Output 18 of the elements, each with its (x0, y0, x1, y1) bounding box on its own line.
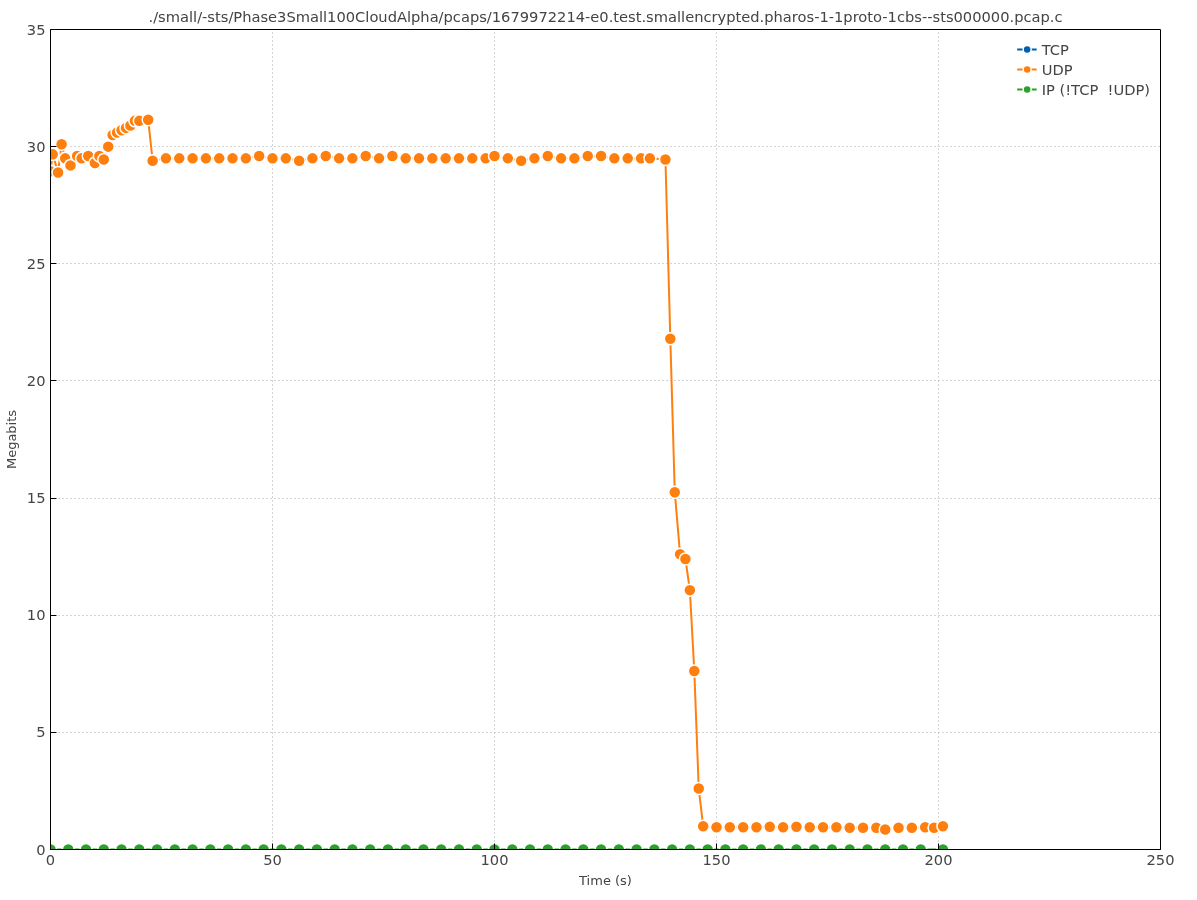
x-tick-label: 150 (702, 850, 731, 868)
y-tick-label: 25 (26, 254, 46, 272)
y-tick-label: 5 (36, 723, 46, 741)
y-axis-title: Megabits (3, 409, 19, 470)
y-tick-label: 15 (26, 489, 46, 507)
legend-label: TCP (1041, 40, 1069, 58)
x-tick-label: 250 (1146, 850, 1175, 868)
legend-label: UDP (1041, 60, 1073, 78)
x-tick-label: 50 (263, 850, 282, 868)
x-tick-label: 200 (924, 850, 953, 868)
y-tick-label: 10 (26, 606, 46, 624)
y-tick-label: 20 (26, 371, 46, 389)
y-tick-label: 30 (26, 137, 46, 155)
legend-label: IP (!TCP !UDP) (1041, 80, 1150, 98)
y-tick-label: 35 (26, 20, 46, 38)
x-axis-title: Time (s) (578, 872, 632, 888)
chart-title: ./small/-sts/Phase3Small100CloudAlpha/pcaps/1679972214-e0.test.smallencrypted.pharos-1-1proto-1cbs--sts000000.pcap.c (148, 7, 1063, 25)
x-tick-label: 100 (480, 850, 509, 868)
